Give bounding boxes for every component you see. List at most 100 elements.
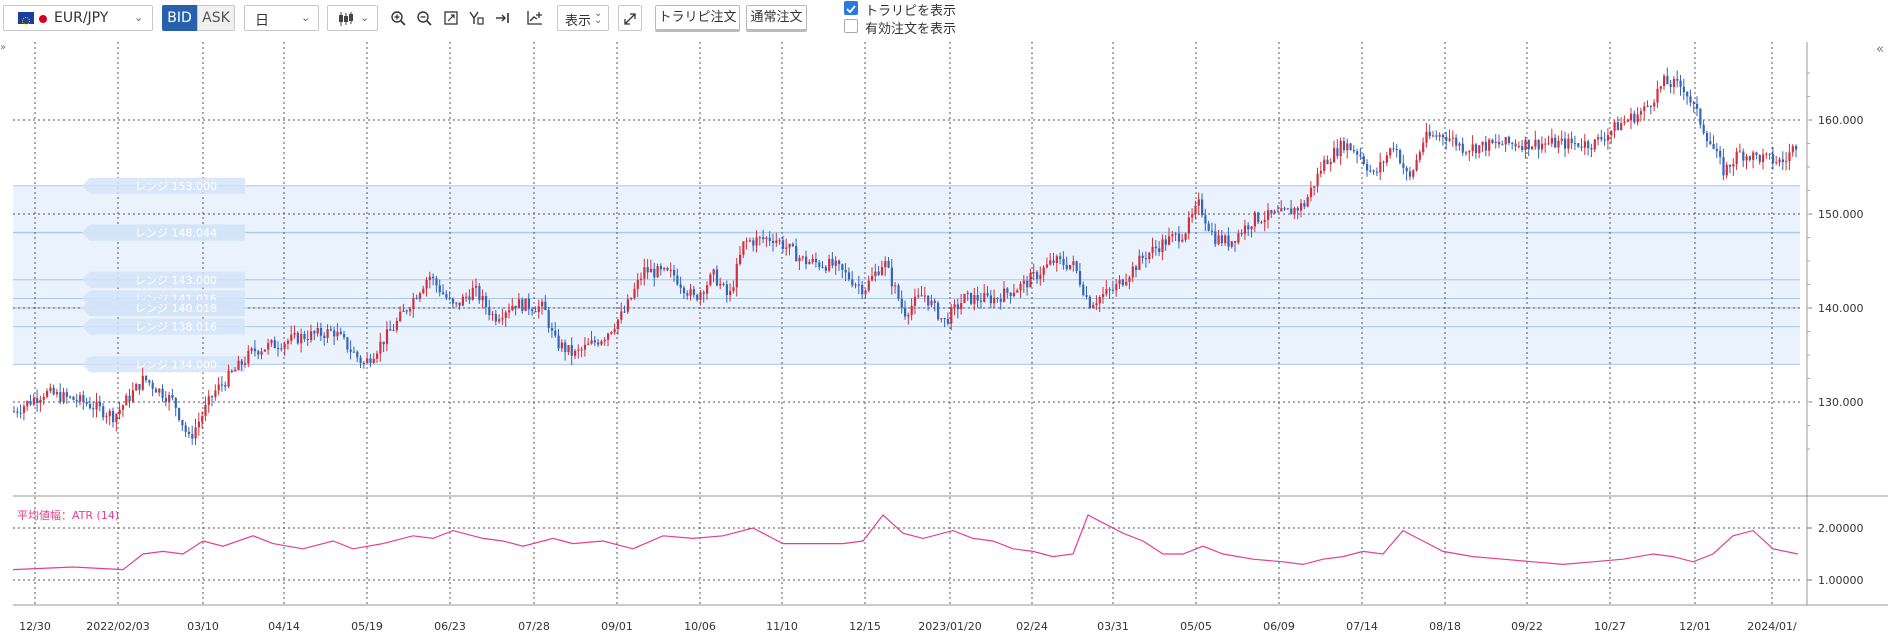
candle-body: [1432, 135, 1435, 137]
candle-body: [725, 284, 728, 296]
candle-body: [702, 292, 705, 294]
price-tick-label: 150.000: [1818, 208, 1864, 221]
candle-body: [979, 300, 983, 302]
candle-body: [1313, 186, 1316, 188]
ask-button[interactable]: ASK: [197, 5, 235, 31]
candle-body: [1577, 143, 1580, 147]
atr-label: 平均値幅：ATR (14): [17, 509, 119, 522]
candle-body: [283, 343, 286, 349]
candle-body: [527, 298, 530, 310]
candle-body: [1075, 261, 1078, 272]
candle-body: [1078, 271, 1082, 285]
candle-body: [352, 351, 356, 353]
range-tag: [82, 318, 245, 335]
candle-body: [1699, 108, 1702, 125]
crosshair-icon[interactable]: [465, 7, 487, 29]
zoom-in-icon[interactable]: [387, 7, 409, 29]
candle-body: [1775, 162, 1778, 164]
display-select[interactable]: 表示 ⌄ ⌄: [557, 5, 609, 31]
candle-body: [220, 384, 224, 386]
candle-body: [1207, 223, 1210, 231]
candle-body: [158, 388, 161, 393]
candle-body: [69, 396, 72, 398]
candle-body: [626, 299, 629, 312]
candle-body: [521, 299, 524, 311]
candle-body: [910, 305, 913, 315]
candle-body: [534, 311, 537, 313]
candle-body: [161, 388, 164, 399]
candle-body: [1382, 161, 1385, 163]
candle-body: [1082, 284, 1085, 296]
show-active-label: 有効注文を表示: [865, 22, 957, 37]
show-active-option[interactable]: 有効注文を表示: [843, 18, 973, 37]
candle-body: [442, 292, 445, 295]
right-collapse-handle[interactable]: «: [1876, 42, 1888, 57]
candle-body: [1316, 173, 1319, 187]
time-tick-label: 09/22: [1511, 620, 1543, 632]
chart-type-select[interactable]: ⌄: [327, 5, 378, 31]
candle-body: [937, 302, 940, 320]
candle-body: [861, 284, 864, 295]
candle-body: [267, 343, 270, 350]
candle-body: [1095, 303, 1098, 306]
show-active-checkbox[interactable]: [844, 19, 858, 33]
candle-body: [412, 297, 415, 309]
candle-body: [719, 283, 722, 286]
candle-body: [395, 320, 398, 330]
candle-body: [478, 285, 481, 301]
fullscreen-button[interactable]: [618, 5, 642, 31]
candle-body: [1402, 163, 1405, 168]
symbol-select[interactable]: EUR/JPY ⌄: [3, 5, 153, 31]
candle-body: [1181, 239, 1184, 242]
candle-body: [1161, 239, 1164, 253]
candle-body: [1408, 171, 1412, 177]
candle-body: [999, 298, 1002, 302]
candle-body: [1752, 152, 1755, 160]
candle-body: [531, 309, 534, 312]
show-trap-option[interactable]: トラリピを表示: [843, 0, 973, 19]
candle-body: [593, 340, 596, 343]
candle-body: [824, 267, 827, 271]
candle-body: [864, 290, 867, 295]
left-collapse-handle[interactable]: »: [0, 42, 10, 54]
normal-order-button[interactable]: 通常注文: [746, 5, 807, 30]
show-trap-checkbox[interactable]: [844, 1, 858, 15]
timeframe-select[interactable]: 日 ⌄: [244, 5, 319, 31]
candle-body: [366, 358, 369, 364]
candle-body: [85, 401, 88, 404]
candle-body: [1045, 264, 1049, 268]
candle-body: [831, 258, 834, 266]
candle-body: [739, 254, 742, 264]
candle-body: [755, 237, 758, 246]
candle-body: [1547, 143, 1550, 145]
time-tick-label: 08/18: [1429, 620, 1461, 632]
time-tick-label: 11/10: [766, 620, 798, 632]
candle-body: [1141, 255, 1144, 259]
candle-body: [1742, 151, 1745, 161]
candle-body: [1669, 84, 1672, 87]
trap-order-button[interactable]: トラリピ注文: [655, 5, 740, 30]
candle-body: [1069, 264, 1072, 269]
time-tick-label: 12/01: [1679, 620, 1711, 632]
candle-body: [923, 295, 926, 297]
candle-body: [663, 268, 666, 270]
scroll-end-icon[interactable]: [491, 7, 513, 29]
candle-body: [36, 398, 39, 403]
candle-body: [907, 314, 910, 317]
candle-body: [385, 329, 389, 345]
candle-body: [1679, 80, 1682, 87]
candle-body: [567, 345, 570, 353]
bid-button[interactable]: BID: [162, 5, 197, 31]
candle-body: [1177, 233, 1181, 242]
candle-body: [1441, 134, 1445, 138]
candle-body: [798, 257, 801, 262]
indicator-icon[interactable]: [524, 7, 546, 29]
candle-body: [217, 384, 220, 391]
candle-body: [682, 287, 686, 294]
candle-body: [310, 331, 313, 341]
candle-body: [42, 396, 45, 400]
zoom-out-icon[interactable]: [413, 7, 435, 29]
candle-body: [488, 307, 491, 315]
fit-icon[interactable]: [440, 7, 462, 29]
